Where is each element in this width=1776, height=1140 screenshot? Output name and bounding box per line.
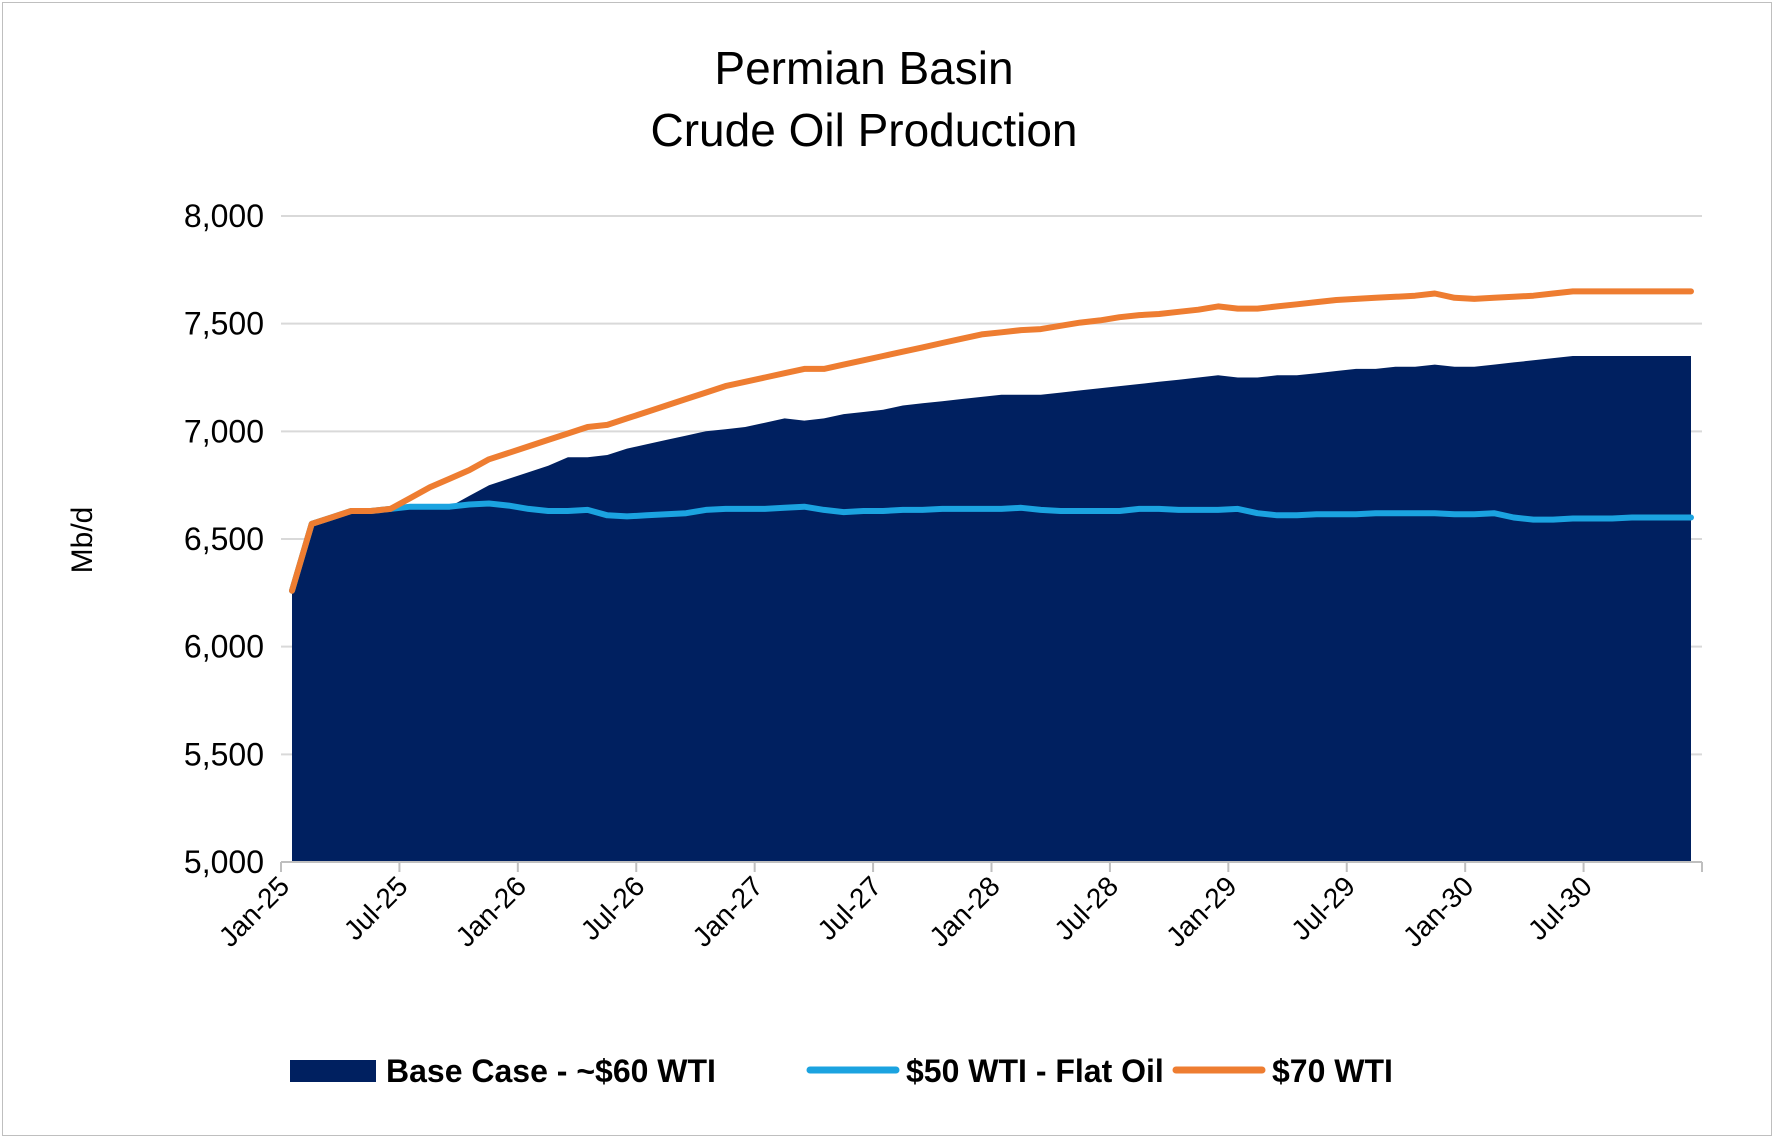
series-line-70-wti [289, 288, 1694, 594]
x-tick-label: Jul-25 [338, 870, 414, 946]
x-tick-label: Jul-26 [575, 870, 651, 946]
y-tick-label: 5,000 [184, 844, 264, 880]
y-tick-label: 6,000 [184, 629, 264, 665]
chart-title-line-1: Permian Basin [714, 42, 1013, 94]
x-tick-label: Jan-26 [450, 870, 532, 952]
legend-label: $70 WTI [1272, 1053, 1393, 1089]
x-tick-label: Jul-27 [811, 870, 887, 946]
y-tick-label: 6,500 [184, 521, 264, 557]
legend: Base Case - ~$60 WTI $50 WTI - Flat Oil $7… [290, 1053, 1393, 1089]
y-axis-label: Mb/d [66, 507, 99, 574]
axes [280, 861, 1703, 872]
y-tick-label: 5,500 [184, 736, 264, 772]
y-axis-ticks: 5,000 5,500 6,000 6,500 7,000 7,500 8,000 [184, 198, 264, 880]
y-tick-label: 7,500 [184, 306, 264, 342]
x-tick-label: Jan-29 [1160, 870, 1242, 952]
plot-area [289, 288, 1694, 862]
x-tick-label: Jan-30 [1397, 870, 1479, 952]
chart-title-line-2: Crude Oil Production [651, 104, 1078, 156]
legend-label: Base Case - ~$60 WTI [386, 1053, 716, 1089]
legend-label: $50 WTI - Flat Oil [906, 1053, 1164, 1089]
series-area-base-case [292, 356, 1691, 862]
x-tick-label: Jul-30 [1522, 870, 1598, 946]
y-tick-label: 8,000 [184, 198, 264, 234]
legend-swatch-base-case [290, 1060, 376, 1082]
x-tick-label: Jan-25 [213, 870, 295, 952]
y-tick-label: 7,000 [184, 413, 264, 449]
x-tick-label: Jan-28 [923, 870, 1005, 952]
x-axis-ticks: Jan-25 Jul-25 Jan-26 Jul-26 Jan-27 Jul-27 Jan-… [213, 870, 1598, 952]
x-tick-label: Jul-29 [1285, 870, 1361, 946]
x-tick-label: Jan-27 [686, 870, 768, 952]
x-tick-label: Jul-28 [1048, 870, 1124, 946]
series-line-50-wti [289, 500, 1694, 594]
